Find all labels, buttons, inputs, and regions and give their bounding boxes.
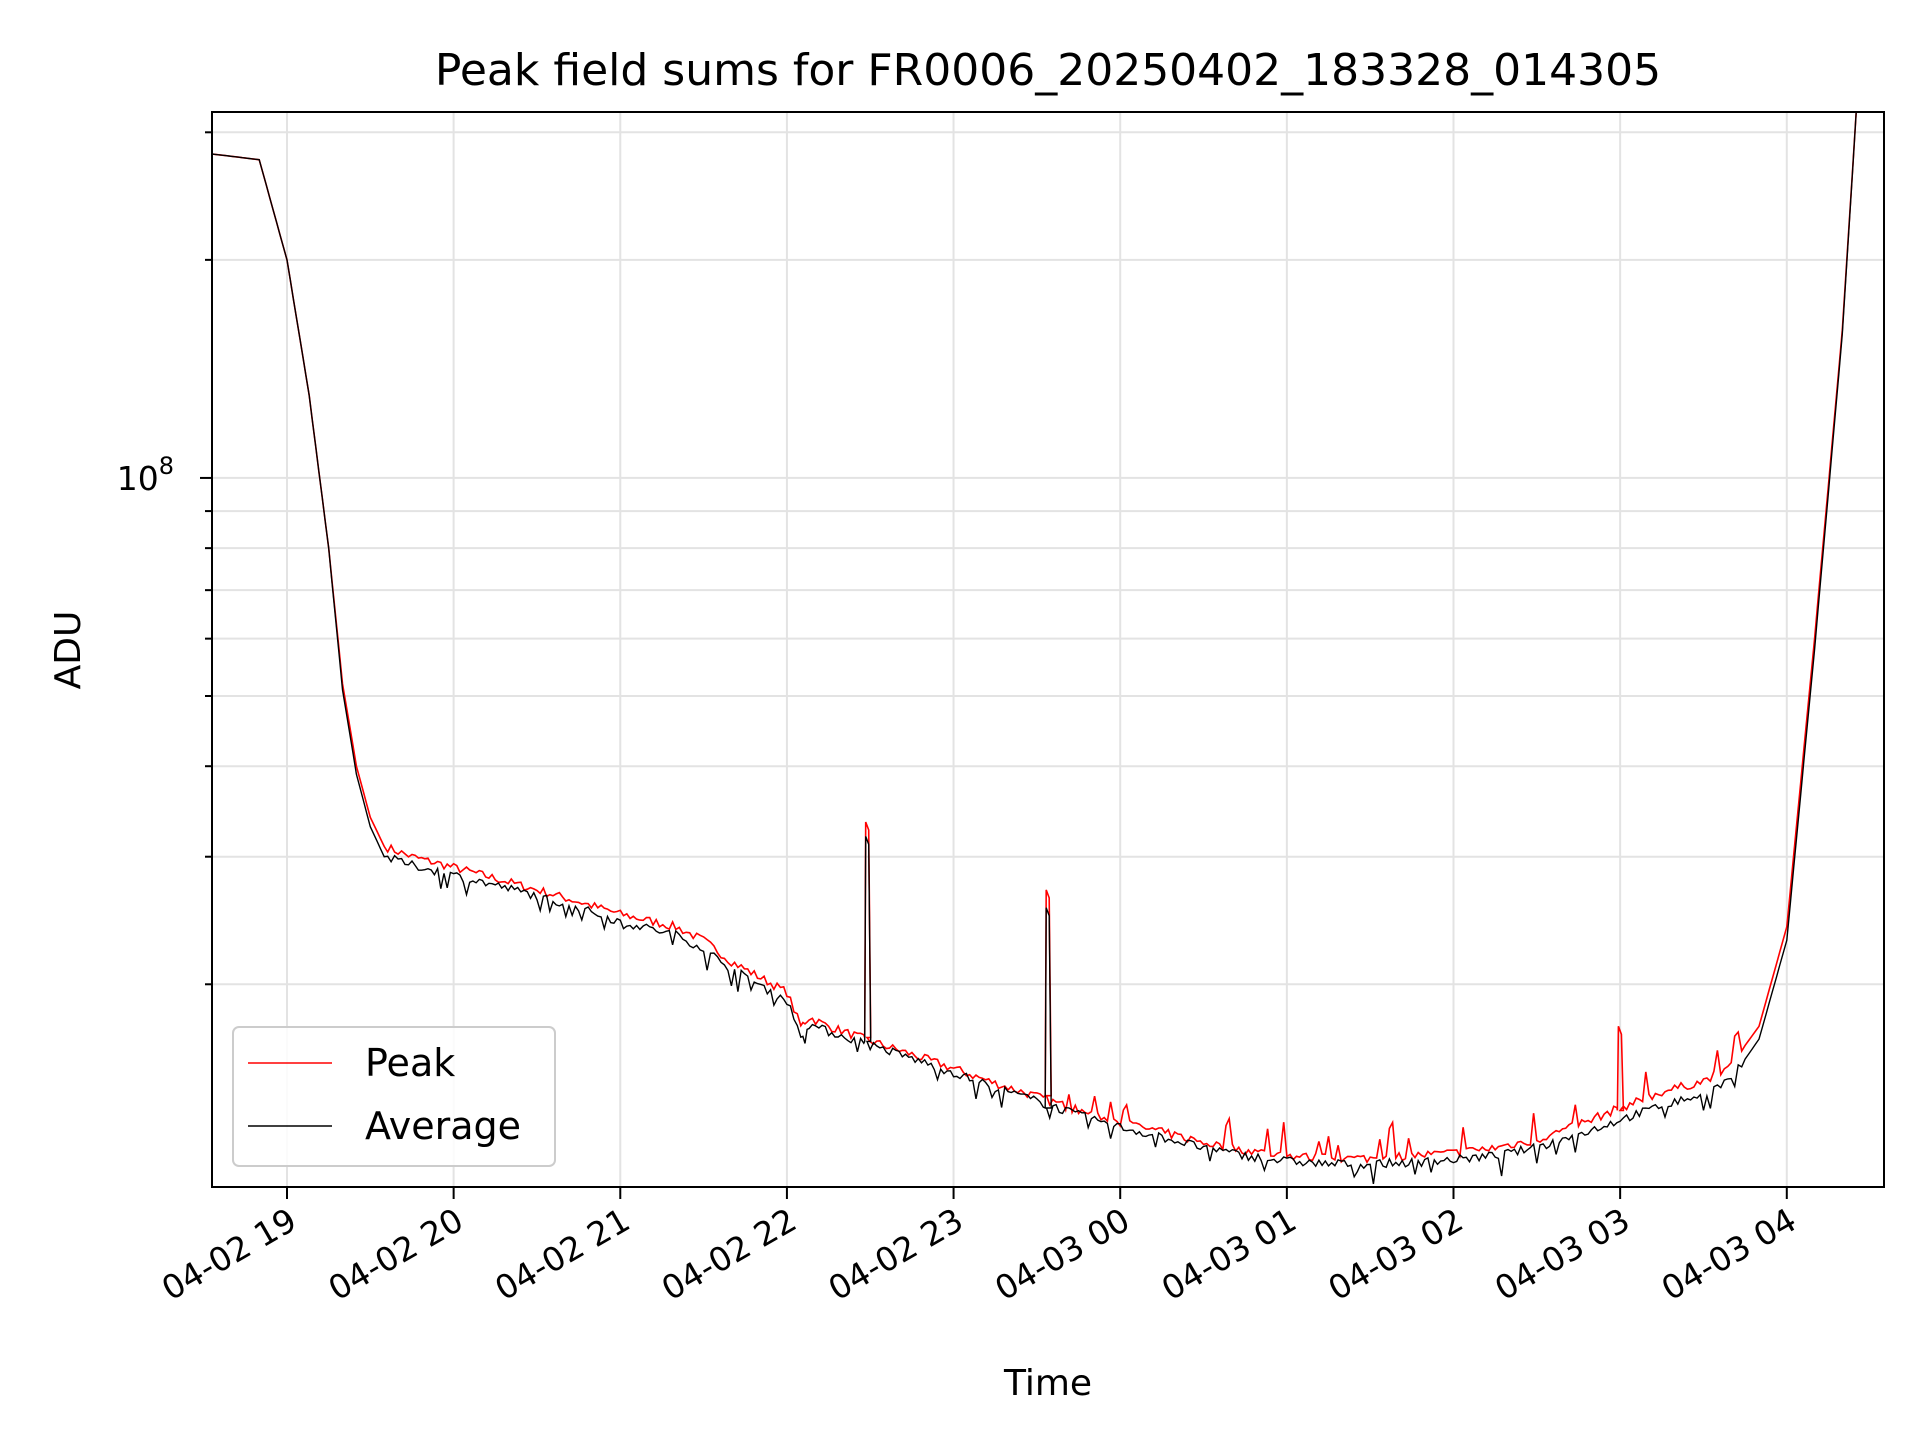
y-axis-label: ADU — [48, 611, 89, 690]
legend-label-peak: Peak — [365, 1041, 455, 1085]
series-layer — [211, 111, 1857, 1185]
legend: Peak Average — [232, 1026, 556, 1167]
legend-box — [232, 1026, 556, 1167]
legend-label-average: Average — [365, 1104, 521, 1148]
series-line-peak — [211, 111, 1857, 1164]
series-line-average — [211, 111, 1857, 1185]
chart-title: Peak field sums for FR0006_20250402_1833… — [435, 45, 1661, 96]
plot-frame — [211, 111, 1885, 1188]
grid — [212, 112, 1884, 1187]
x-axis-label: Time — [1003, 1363, 1092, 1404]
